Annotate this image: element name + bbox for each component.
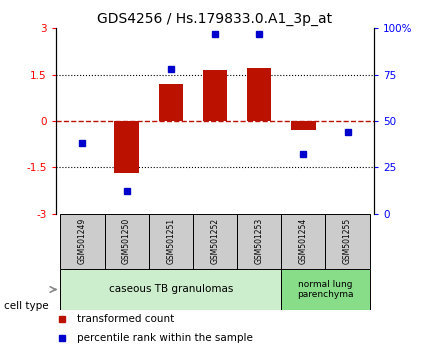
Text: GSM501252: GSM501252 bbox=[211, 218, 219, 264]
Text: GSM501254: GSM501254 bbox=[299, 218, 308, 264]
Text: GSM501250: GSM501250 bbox=[122, 218, 131, 264]
Bar bbox=[114, 121, 139, 173]
Bar bbox=[60, 213, 104, 269]
Text: cell type: cell type bbox=[4, 301, 49, 311]
Bar bbox=[281, 269, 370, 310]
Bar bbox=[291, 121, 316, 130]
Bar bbox=[247, 68, 271, 121]
Text: GSM501251: GSM501251 bbox=[166, 218, 175, 264]
Text: percentile rank within the sample: percentile rank within the sample bbox=[77, 333, 252, 343]
Text: transformed count: transformed count bbox=[77, 314, 174, 324]
Text: normal lung
parenchyma: normal lung parenchyma bbox=[297, 280, 354, 299]
Bar bbox=[193, 213, 237, 269]
Bar bbox=[159, 84, 183, 121]
Bar bbox=[326, 213, 370, 269]
Text: GSM501249: GSM501249 bbox=[78, 218, 87, 264]
Text: GSM501255: GSM501255 bbox=[343, 218, 352, 264]
Bar bbox=[203, 70, 227, 121]
Bar bbox=[60, 269, 281, 310]
Title: GDS4256 / Hs.179833.0.A1_3p_at: GDS4256 / Hs.179833.0.A1_3p_at bbox=[98, 12, 332, 26]
Text: GSM501253: GSM501253 bbox=[255, 218, 264, 264]
Bar bbox=[149, 213, 193, 269]
Bar bbox=[237, 213, 281, 269]
Text: caseous TB granulomas: caseous TB granulomas bbox=[109, 285, 233, 295]
Bar bbox=[281, 213, 326, 269]
Bar bbox=[104, 213, 149, 269]
